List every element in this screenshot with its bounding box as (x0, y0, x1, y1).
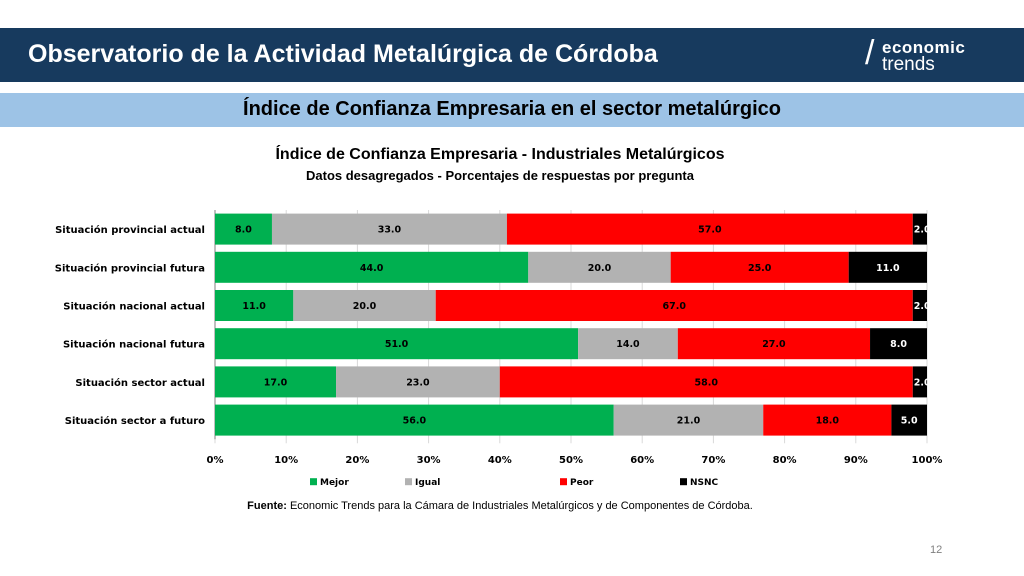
header-bar: Observatorio de la Actividad Metalúrgica… (0, 28, 1024, 82)
category-label: Situación sector actual (75, 377, 205, 389)
bar-segment (912, 366, 927, 398)
x-tick-label: 0% (207, 455, 224, 466)
bar-segment (763, 404, 892, 436)
data-label: 51.0 (385, 339, 409, 350)
data-label: 57.0 (698, 225, 722, 236)
data-label: 21.0 (677, 416, 701, 427)
x-tick-label: 70% (701, 455, 725, 466)
x-tick-label: 40% (488, 455, 512, 466)
legend-label: Igual (415, 478, 440, 488)
economic-trends-logo: / economic trends (862, 34, 1002, 77)
logo-line2: trends (882, 54, 935, 75)
category-label: Situación sector a futuro (65, 415, 205, 427)
data-label: 2.0 (914, 301, 931, 312)
bar-segment (528, 251, 671, 283)
page-number: 12 (930, 544, 943, 556)
data-label: 14.0 (616, 339, 640, 350)
data-label: 56.0 (403, 416, 427, 427)
data-label: 8.0 (890, 339, 907, 350)
source-note: Fuente: Economic Trends para la Cámara d… (0, 500, 1000, 512)
legend-swatch (310, 478, 317, 486)
bar-segment (215, 251, 529, 283)
bar-segment (670, 251, 849, 283)
x-tick-label: 50% (559, 455, 583, 466)
data-label: 2.0 (914, 377, 931, 388)
category-label: Situación provincial actual (55, 224, 205, 236)
data-label: 18.0 (816, 416, 840, 427)
bar-segment (912, 290, 927, 321)
bar-segment (215, 213, 272, 245)
logo-line1: economic (882, 38, 966, 57)
source-label: Fuente: (247, 500, 287, 512)
bar-segment (271, 213, 507, 245)
bar-segment (336, 366, 500, 398)
data-label: 17.0 (264, 377, 288, 388)
legend-swatch (560, 478, 567, 486)
data-label: 20.0 (588, 263, 612, 274)
data-label: 8.0 (235, 225, 252, 236)
bar-segment (215, 290, 294, 321)
data-label: 67.0 (663, 301, 687, 312)
category-label: Situación nacional futura (63, 339, 205, 351)
bar-segment (870, 328, 927, 360)
data-label: 11.0 (242, 301, 266, 312)
bar-segment (293, 290, 436, 321)
stacked-bar-chart: 0% 10% 20% 30% 40% 50% 60% 70% 80% 90% 100% Situaci… (55, 210, 943, 488)
legend-label: Mejor (320, 478, 349, 488)
bar-segment (578, 328, 678, 360)
x-tick-label: 80% (773, 455, 797, 466)
section-title: Índice de Confianza Empresaria en el sec… (243, 98, 781, 120)
bar-segment (506, 213, 913, 245)
legend-label: NSNC (690, 478, 719, 488)
category-label: Situación provincial futura (55, 262, 205, 274)
bar-segment (215, 366, 337, 398)
bar-segment (912, 213, 927, 245)
source-text: Economic Trends para la Cámara de Indust… (286, 500, 753, 512)
legend-label: Peor (570, 478, 594, 488)
bar-segment (677, 328, 871, 360)
data-label: 20.0 (353, 301, 377, 312)
bar-segment (613, 404, 764, 436)
chart-title: Índice de Confianza Empresaria - Industr… (275, 146, 725, 163)
data-label: 11.0 (876, 263, 900, 274)
chart-subtitle: Datos desagregados - Porcentajes de resp… (306, 168, 694, 183)
x-tick-label: 60% (630, 455, 654, 466)
data-label: 33.0 (378, 225, 402, 236)
bar-segment (891, 404, 927, 436)
bar-segment (215, 404, 614, 436)
category-label: Situación nacional actual (63, 301, 205, 313)
x-tick-label: 20% (345, 455, 369, 466)
legend-swatch (405, 478, 412, 486)
x-tick-label: 10% (274, 455, 298, 466)
data-label: 27.0 (762, 339, 786, 350)
page-title: Observatorio de la Actividad Metalúrgica… (28, 40, 658, 68)
bar-segment (215, 328, 579, 360)
data-label: 5.0 (901, 416, 918, 427)
data-label: 44.0 (360, 263, 384, 274)
x-tick-label: 30% (417, 455, 441, 466)
legend-swatch (680, 478, 687, 486)
bar-segment (499, 366, 913, 398)
data-label: 25.0 (748, 263, 772, 274)
logo-slash-icon: / (865, 34, 875, 72)
section-bar: Índice de Confianza Empresaria en el sec… (0, 93, 1024, 127)
data-label: 2.0 (914, 225, 931, 236)
x-tick-label: 90% (844, 455, 868, 466)
data-label: 58.0 (695, 377, 719, 388)
x-tick-label: 100% (912, 455, 943, 466)
bar-segment (848, 251, 927, 283)
bar-segment (435, 290, 913, 321)
data-label: 23.0 (406, 377, 430, 388)
